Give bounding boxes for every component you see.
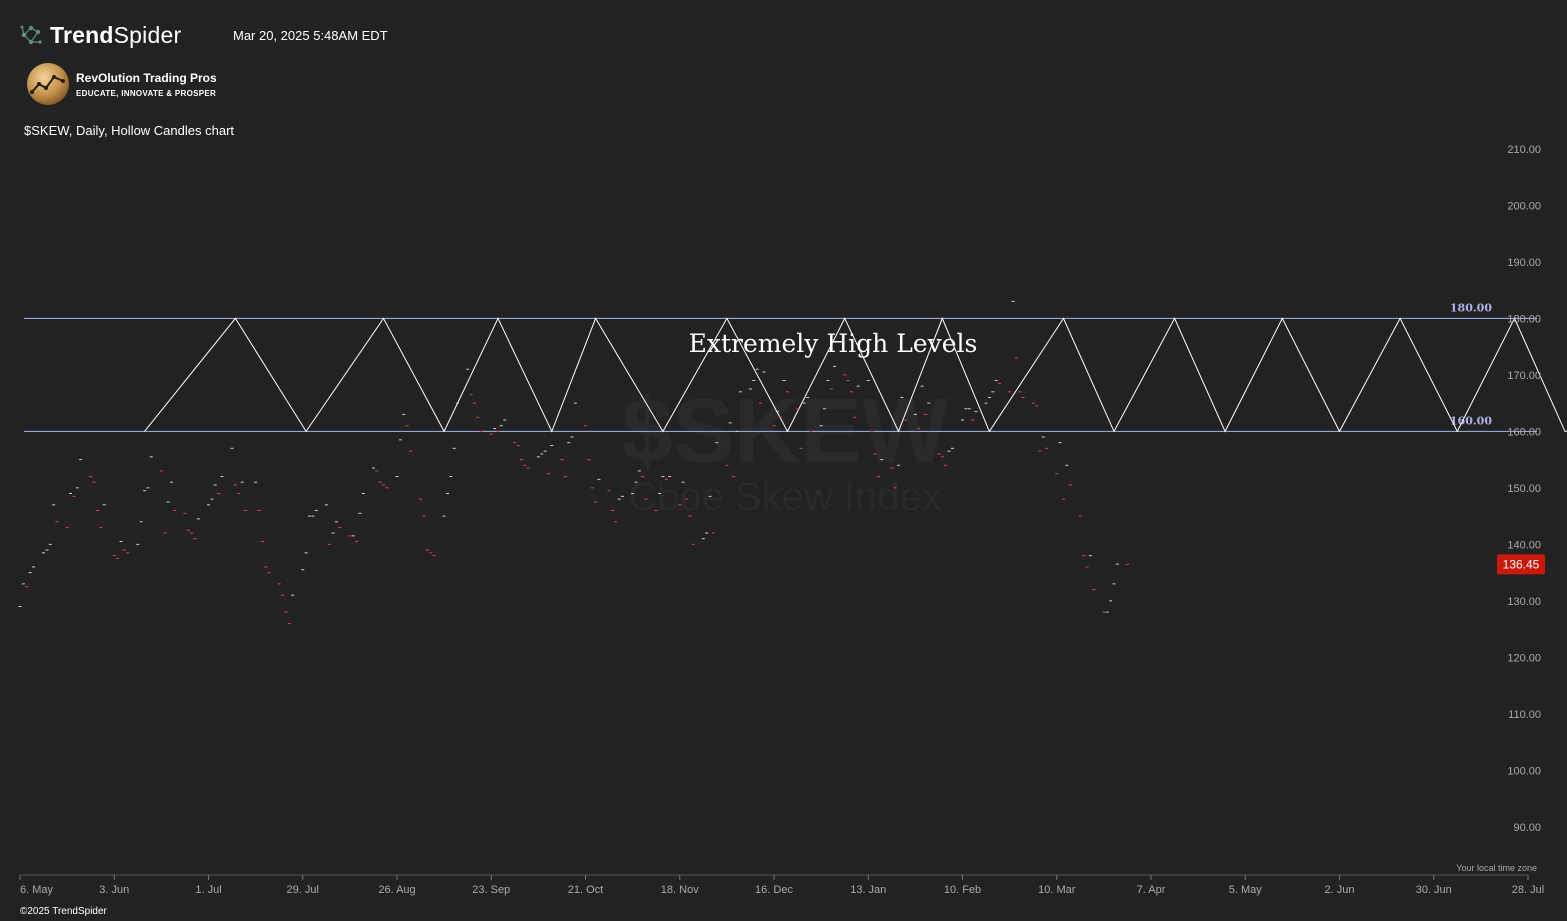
y-tick-label: 210.00 bbox=[1507, 144, 1541, 156]
x-tick-label: 10. Mar bbox=[1038, 884, 1076, 896]
y-tick-label: 90.00 bbox=[1513, 822, 1541, 834]
y-tick-label: 170.00 bbox=[1507, 370, 1541, 382]
zone-annotation-label: Extremely High Levels bbox=[689, 329, 978, 358]
x-tick-label: 21. Oct bbox=[568, 884, 603, 896]
timezone-note: Your local time zone bbox=[1456, 863, 1537, 873]
watermark-name: Cboe Skew Index bbox=[628, 475, 942, 519]
x-tick-label: 16. Dec bbox=[755, 884, 793, 896]
level-label: 180.00 bbox=[1450, 301, 1492, 314]
y-tick-label: 160.00 bbox=[1507, 426, 1541, 438]
partner-tagline: EDUCATE, INNOVATE & PROSPER bbox=[76, 88, 217, 98]
level-label: 160.00 bbox=[1450, 414, 1492, 427]
brand-logo: TrendSpider bbox=[18, 20, 181, 50]
y-tick-label: 200.00 bbox=[1507, 200, 1541, 212]
last-price-label: 136.45 bbox=[1503, 557, 1540, 571]
last-price-badge bbox=[1497, 554, 1545, 575]
x-tick-label: 5. May bbox=[1229, 884, 1263, 896]
y-tick-label: 130.00 bbox=[1507, 596, 1541, 608]
brand-name-prefix: Trend bbox=[50, 21, 114, 48]
chart-title: $SKEW, Daily, Hollow Candles chart bbox=[24, 123, 235, 138]
network-icon bbox=[20, 25, 42, 45]
y-tick-label: 190.00 bbox=[1507, 257, 1541, 269]
y-tick-label: 120.00 bbox=[1507, 652, 1541, 664]
y-tick-label: 180.00 bbox=[1507, 313, 1541, 325]
y-tick-label: 150.00 bbox=[1507, 483, 1541, 495]
partner-logo: RevOlution Trading Pros EDUCATE, INNOVAT… bbox=[26, 62, 217, 106]
x-tick-label: 2. Jun bbox=[1325, 884, 1355, 896]
brand-name-suffix: Spider bbox=[113, 21, 182, 48]
brand-name: TrendSpider bbox=[50, 22, 181, 49]
x-tick-label: 30. Jun bbox=[1416, 884, 1452, 896]
x-tick-label: 3. Jun bbox=[99, 884, 129, 896]
x-tick-label: 1. Jul bbox=[195, 884, 221, 896]
y-tick-label: 110.00 bbox=[1508, 709, 1541, 721]
x-tick-label: 18. Nov bbox=[661, 884, 699, 896]
y-tick-label: 100.00 bbox=[1507, 765, 1541, 777]
copyright: ©2025 TrendSpider bbox=[20, 906, 107, 917]
partner-name: RevOlution Trading Pros bbox=[76, 70, 217, 85]
y-tick-label: 140.00 bbox=[1507, 539, 1541, 551]
x-tick-label: 29. Jul bbox=[287, 884, 319, 896]
x-tick-label: 13. Jan bbox=[850, 884, 886, 896]
x-tick-label: 6. May bbox=[20, 884, 54, 896]
x-tick-label: 23. Sep bbox=[472, 884, 510, 896]
x-tick-label: 26. Aug bbox=[378, 884, 415, 896]
x-tick-label: 28. Jul bbox=[1512, 884, 1544, 896]
x-tick-label: 7. Apr bbox=[1137, 884, 1166, 896]
zigzag-pattern bbox=[144, 317, 1567, 433]
partner-badge-icon bbox=[27, 63, 69, 105]
x-tick-label: 10. Feb bbox=[944, 884, 981, 896]
timestamp: Mar 20, 2025 5:48AM EDT bbox=[233, 28, 388, 43]
